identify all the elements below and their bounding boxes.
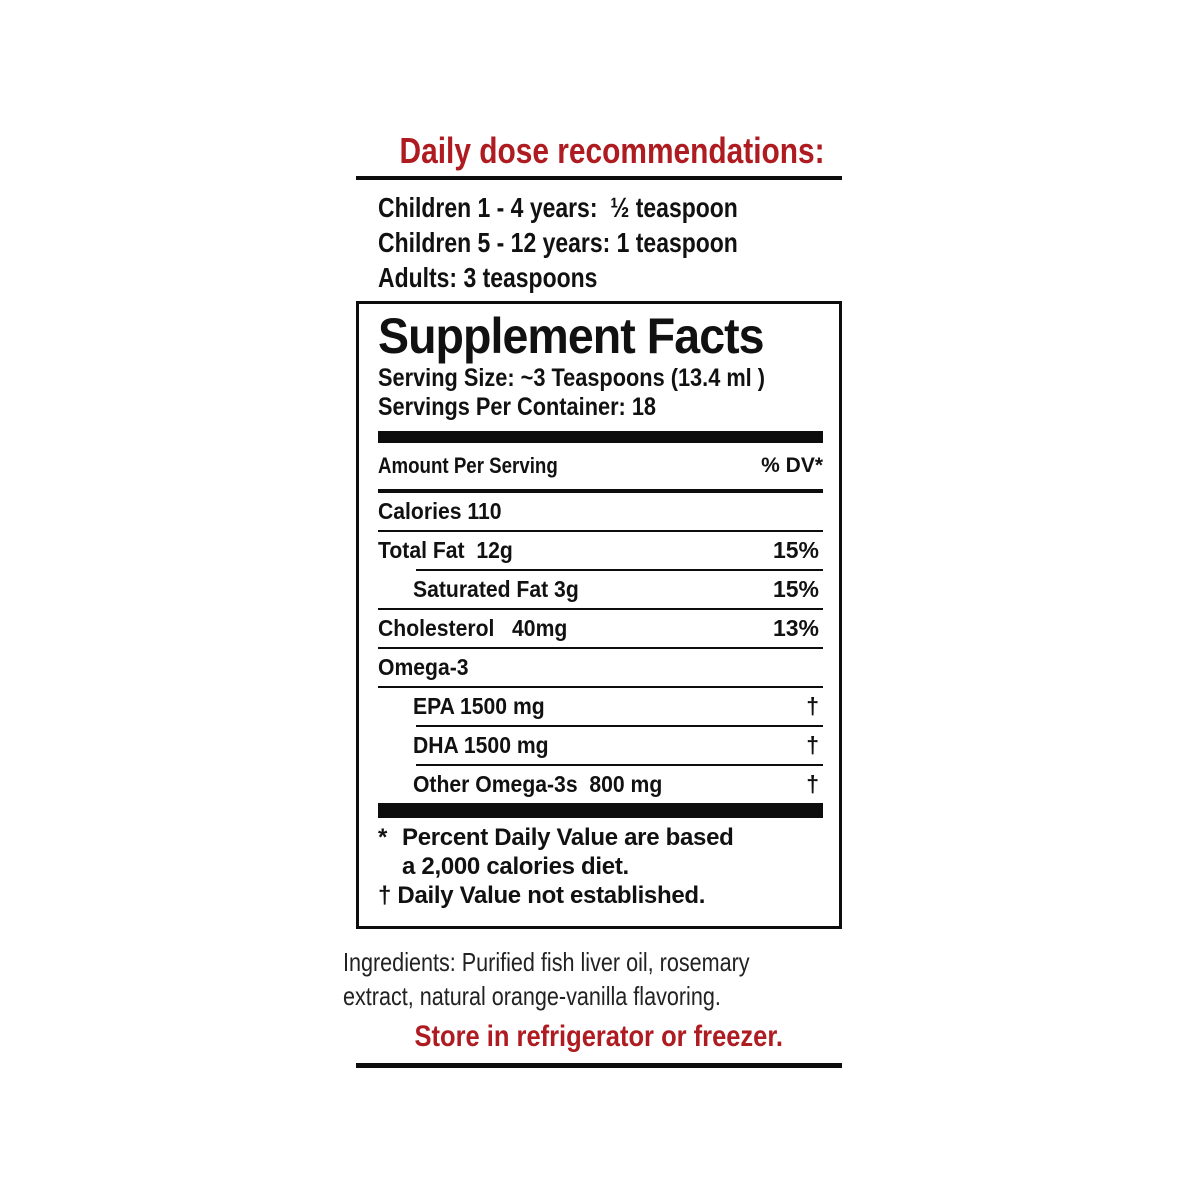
- supplement-facts-box: Supplement Facts Serving Size: ~3 Teaspo…: [356, 301, 842, 929]
- title-underline: [356, 176, 842, 180]
- footnotes: * Percent Daily Value are based a 2,000 …: [378, 823, 823, 910]
- footnote-percent-dv-text: Percent Daily Value are based: [402, 824, 734, 851]
- ingredients-text: Ingredients: Purified fish liver oil, ro…: [343, 945, 842, 1013]
- amount-per-serving-label: Amount Per Serving: [378, 453, 558, 478]
- daily-dose-title: Daily dose recommendations:: [356, 128, 842, 174]
- row-separator: [416, 725, 823, 727]
- nutrient-row-dha: DHA 1500 mg †: [412, 732, 819, 758]
- ingredients-line-2: extract, natural orange-vanilla flavorin…: [343, 981, 721, 1011]
- percent-dv-header: % DV*: [761, 454, 823, 477]
- ingredients-line-1: Ingredients: Purified fish liver oil, ro…: [343, 947, 750, 977]
- footnote-percent-dv-line2: a 2,000 calories diet.: [402, 853, 629, 880]
- dose-line-children-5-12: Children 5 - 12 years: 1 teaspoon: [378, 227, 738, 258]
- row-separator: [378, 647, 823, 649]
- nutrient-row-omega3: Omega-3: [378, 654, 469, 680]
- serving-size: Serving Size: ~3 Teaspoons (13.4 ml ): [378, 364, 766, 392]
- dose-line-adults: Adults: 3 teaspoons: [378, 262, 598, 293]
- nutrient-row-total-fat: Total Fat 12g 15%: [378, 537, 819, 563]
- nutrient-row-saturated-fat: Saturated Fat 3g 15%: [412, 576, 819, 602]
- nutrient-row-epa: EPA 1500 mg †: [412, 693, 819, 719]
- asterisk-symbol: *: [378, 824, 388, 851]
- nutrient-row-calories: Calories 110: [378, 498, 502, 524]
- bottom-rule: [356, 1063, 842, 1068]
- row-separator: [378, 686, 823, 688]
- nutrient-row-cholesterol: Cholesterol 40mg 13%: [378, 615, 819, 641]
- dose-recommendation-list: Children 1 - 4 years: ½ teaspoon Childre…: [356, 190, 842, 295]
- servings-per-container: Servings Per Container: 18: [378, 393, 657, 421]
- separator-bar-top: [378, 431, 823, 443]
- row-separator: [378, 608, 823, 610]
- row-separator: [416, 764, 823, 766]
- serving-info: Serving Size: ~3 Teaspoons (13.4 ml ) Se…: [378, 364, 823, 422]
- storage-instruction: Store in refrigerator or freezer.: [414, 1020, 784, 1053]
- supplement-facts-title: Supplement Facts: [378, 308, 765, 364]
- header-rule: [378, 489, 823, 493]
- dose-line-children-1-4: Children 1 - 4 years: ½ teaspoon: [378, 192, 738, 223]
- label-sheet: Daily dose recommendations: Children 1 -…: [343, 128, 842, 1068]
- daily-dose-title-text: Daily dose recommendations:: [399, 130, 825, 171]
- nutrient-row-other-omega3s: Other Omega-3s 800 mg †: [412, 771, 819, 797]
- separator-bar-bottom: [378, 803, 823, 818]
- footnote-percent-dv: * Percent Daily Value are based: [378, 823, 823, 852]
- row-separator: [416, 569, 823, 571]
- amount-per-serving-header: Amount Per Serving % DV*: [378, 443, 823, 489]
- footnote-daily-value: † Daily Value not established.: [378, 882, 706, 909]
- row-separator: [378, 530, 823, 532]
